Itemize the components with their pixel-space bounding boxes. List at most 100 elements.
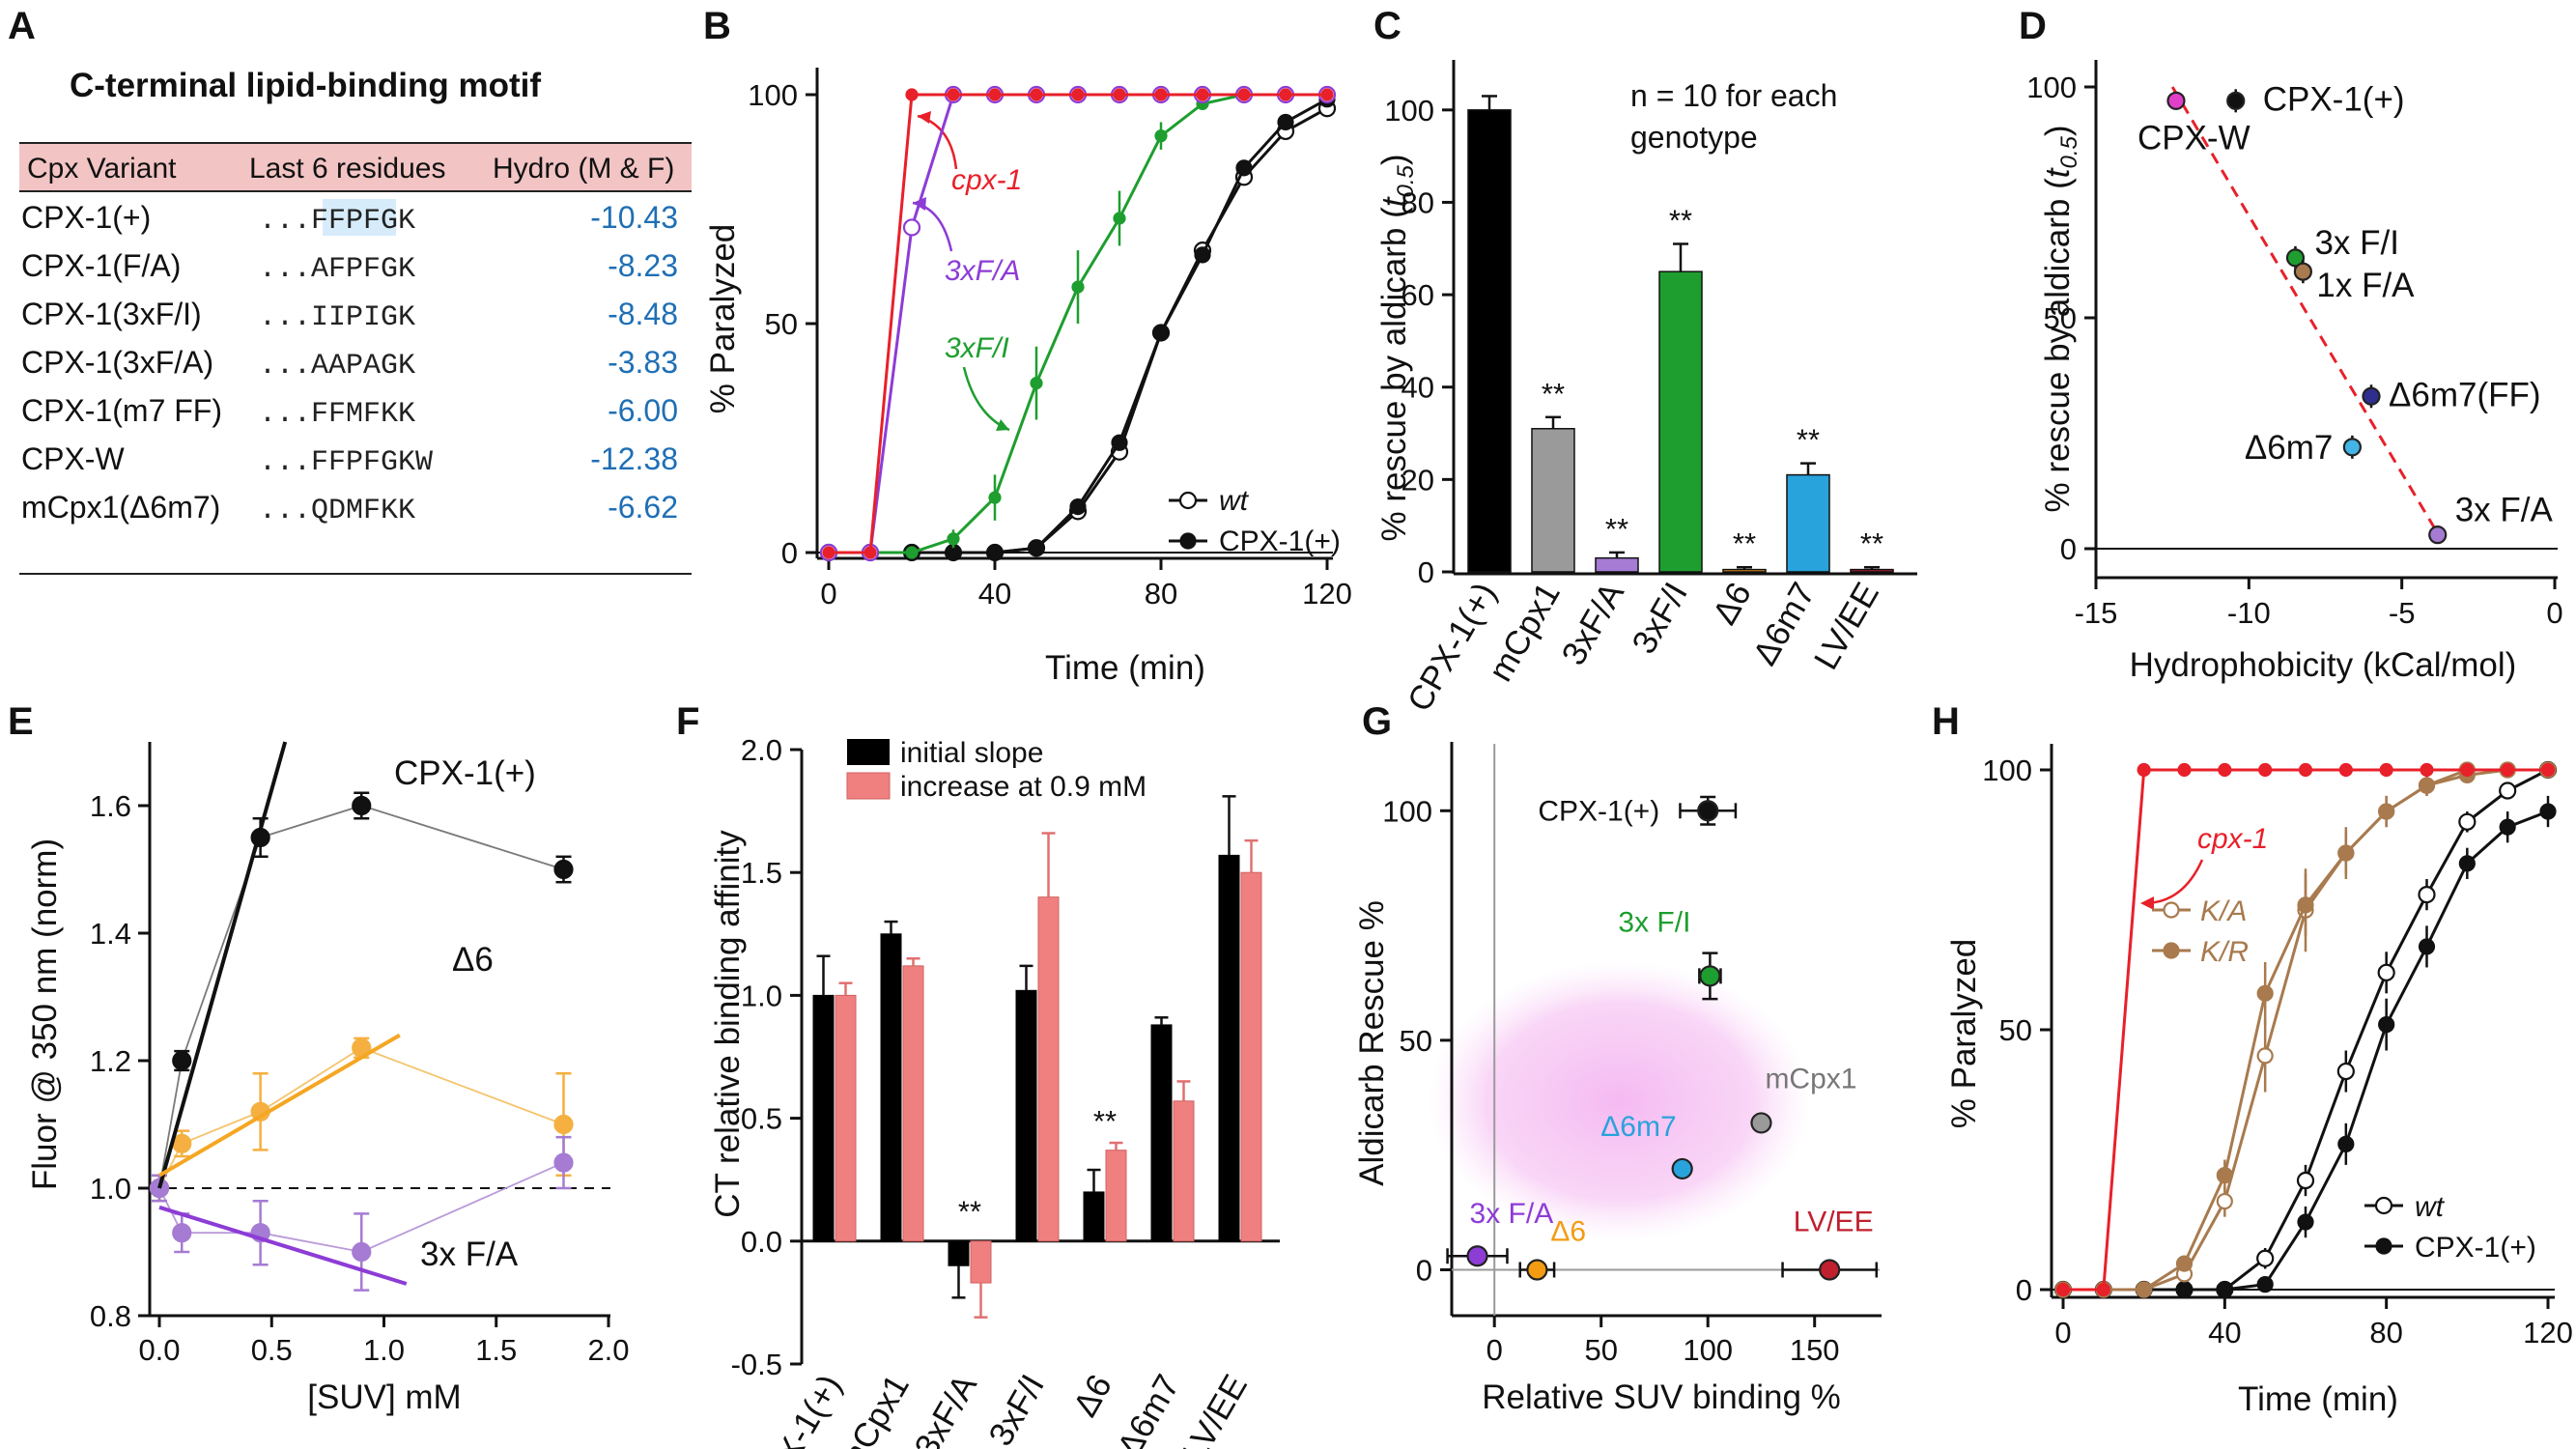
panel-a-table: C-terminal lipid-binding motif Cpx Varia… [19, 67, 692, 575]
f-ytick-label: 2.0 [741, 733, 782, 767]
b-point-cpx-1 [1030, 88, 1043, 101]
c-ytick-label: 60 [1401, 278, 1434, 312]
d-ylabel-prefix: % rescue by aldicarb ( [2039, 178, 2077, 513]
h-point-cpx1 [2420, 762, 2434, 778]
h-xtick-label: 40 [2208, 1316, 2241, 1350]
e-xtick-label: 2.0 [587, 1333, 629, 1367]
b-annotation-cpx1: cpx-1 [951, 164, 1022, 196]
h-arrow-cpx1 [2143, 859, 2204, 905]
e-ytick-label: 1.4 [90, 917, 131, 951]
b-point-cpx-1 [822, 546, 835, 559]
c-xtick-label-6: LV/EE [1807, 577, 1886, 676]
f-bar-0-5 [1150, 1024, 1173, 1242]
h-point-cpx1plus [2256, 1276, 2274, 1293]
e-label-delta6: Δ6 [452, 941, 494, 979]
f-xtick-label-6: LV/EE [1175, 1369, 1255, 1449]
d-point-label-5: Δ6m7 [2245, 429, 2333, 467]
d-point-label-3: 1x F/A [2316, 267, 2415, 304]
g-xtick-label: 100 [1683, 1333, 1733, 1367]
table-variant-2: CPX-1(3xF/I) [21, 297, 202, 331]
f-xtick-label-1: mCpx1 [831, 1369, 917, 1449]
h-point-wt [2256, 1249, 2275, 1267]
h-point-kr [2256, 984, 2274, 1002]
h-point-wt [2418, 886, 2436, 904]
h-point-cpx1 [2298, 762, 2313, 778]
h-point-cpx1 [2379, 762, 2393, 778]
h-point-cpx1 [2218, 762, 2232, 778]
e-label-cpx1plus: CPX-1(+) [394, 754, 536, 792]
e-xtick-label: 0.0 [138, 1333, 180, 1367]
f-sig-4: ** [1093, 1104, 1117, 1138]
table-hydro-1: -8.23 [608, 248, 678, 283]
d-xtick-label: -15 [2075, 596, 2118, 630]
b-point-cpx-1 [1113, 88, 1126, 101]
d-ytick-label: 50 [2044, 301, 2077, 335]
h-legend-ka: K/A [2200, 895, 2247, 927]
table-header-background [19, 143, 692, 191]
g-point-6 [1819, 1259, 1841, 1281]
d-fit-line [2170, 86, 2440, 536]
g-xtick-label: 150 [1790, 1333, 1840, 1367]
h-legend-marker-cpx1plus [2375, 1237, 2392, 1255]
b-arrowhead-cpx1 [918, 111, 931, 124]
f-ytick-label: 0.0 [741, 1225, 782, 1259]
b-point-cpx1plus [1028, 539, 1045, 556]
e-line-0 [158, 805, 564, 1189]
g-xtick-label: 50 [1584, 1333, 1617, 1367]
f-bar-0-4 [1083, 1191, 1105, 1242]
g-point-4 [1466, 1245, 1488, 1267]
b-point-3xF/I [988, 491, 1002, 504]
h-point-cpx1plus [2378, 1016, 2395, 1034]
d-point-label-2: 3x F/I [2314, 224, 2399, 262]
h-point-ka [2216, 1192, 2233, 1210]
g-point-1 [1699, 965, 1721, 987]
b-point-cpx-1 [1196, 88, 1209, 101]
b-ytick-label: 50 [765, 307, 798, 341]
c-bar-3 [1658, 270, 1703, 573]
g-point-label-5: Δ6 [1550, 1215, 1586, 1247]
h-ytick-label: 50 [1999, 1013, 2032, 1047]
h-point-cpx1plus [2337, 1135, 2355, 1152]
e-point-1 [172, 1133, 192, 1153]
h-legend-kr: K/R [2200, 936, 2249, 968]
c-note-line1: n = 10 for each [1630, 78, 1837, 113]
f-bar-0-6 [1218, 854, 1240, 1242]
g-ytick-label: 100 [1382, 794, 1432, 828]
f-ylabel: CT relative binding affinity [709, 830, 747, 1218]
d-point-label-0: CPX-1(+) [2263, 80, 2405, 118]
panel-c-chart: % rescue by aldicarb (t0.5) n = 10 for e… [1375, 60, 1917, 718]
table-hydro-3: -3.83 [608, 345, 678, 380]
panel-label-e: E [8, 700, 34, 743]
table-hydro-2: -8.48 [608, 297, 678, 331]
h-point-cpx1 [2540, 762, 2556, 778]
b-point-cpx1plus [1152, 324, 1170, 342]
e-line-1 [158, 1046, 564, 1189]
h-point-kr [2136, 1281, 2153, 1298]
d-point-0 [2226, 91, 2246, 110]
e-point-0 [172, 1050, 192, 1071]
h-point-kr [2337, 844, 2355, 862]
f-bar-0-1 [880, 933, 902, 1242]
h-point-kr [2418, 777, 2436, 794]
b-annotation-3xfa: 3xF/A [945, 255, 1020, 287]
h-point-ka [2256, 1047, 2274, 1065]
panel-label-a: A [8, 5, 36, 47]
panel-label-b: B [703, 5, 731, 47]
table-title: C-terminal lipid-binding motif [70, 67, 541, 104]
d-ylabel-t: t [2039, 167, 2077, 178]
g-point-label-4: 3x F/A [1470, 1198, 1554, 1230]
c-sig-1: ** [1542, 377, 1565, 411]
g-point-label-6: LV/EE [1794, 1206, 1874, 1237]
h-point-cpx1plus [2499, 818, 2516, 836]
e-ytick-label: 1.2 [90, 1044, 131, 1078]
motif-highlight [323, 199, 396, 236]
b-point-cpx-1 [863, 546, 877, 559]
c-bar-4 [1722, 568, 1767, 573]
f-bar-1-5 [1173, 1100, 1195, 1242]
f-bar-0-3 [1015, 989, 1037, 1242]
f-sig-2: ** [958, 1194, 981, 1228]
table-rows: CPX-1(+) ...FFPFGK -10.43 CPX-1(F/A) ...AFPF… [21, 200, 678, 527]
d-ylabel-suffix: ) [2039, 125, 2077, 136]
panel-label-h: H [1932, 700, 1960, 743]
